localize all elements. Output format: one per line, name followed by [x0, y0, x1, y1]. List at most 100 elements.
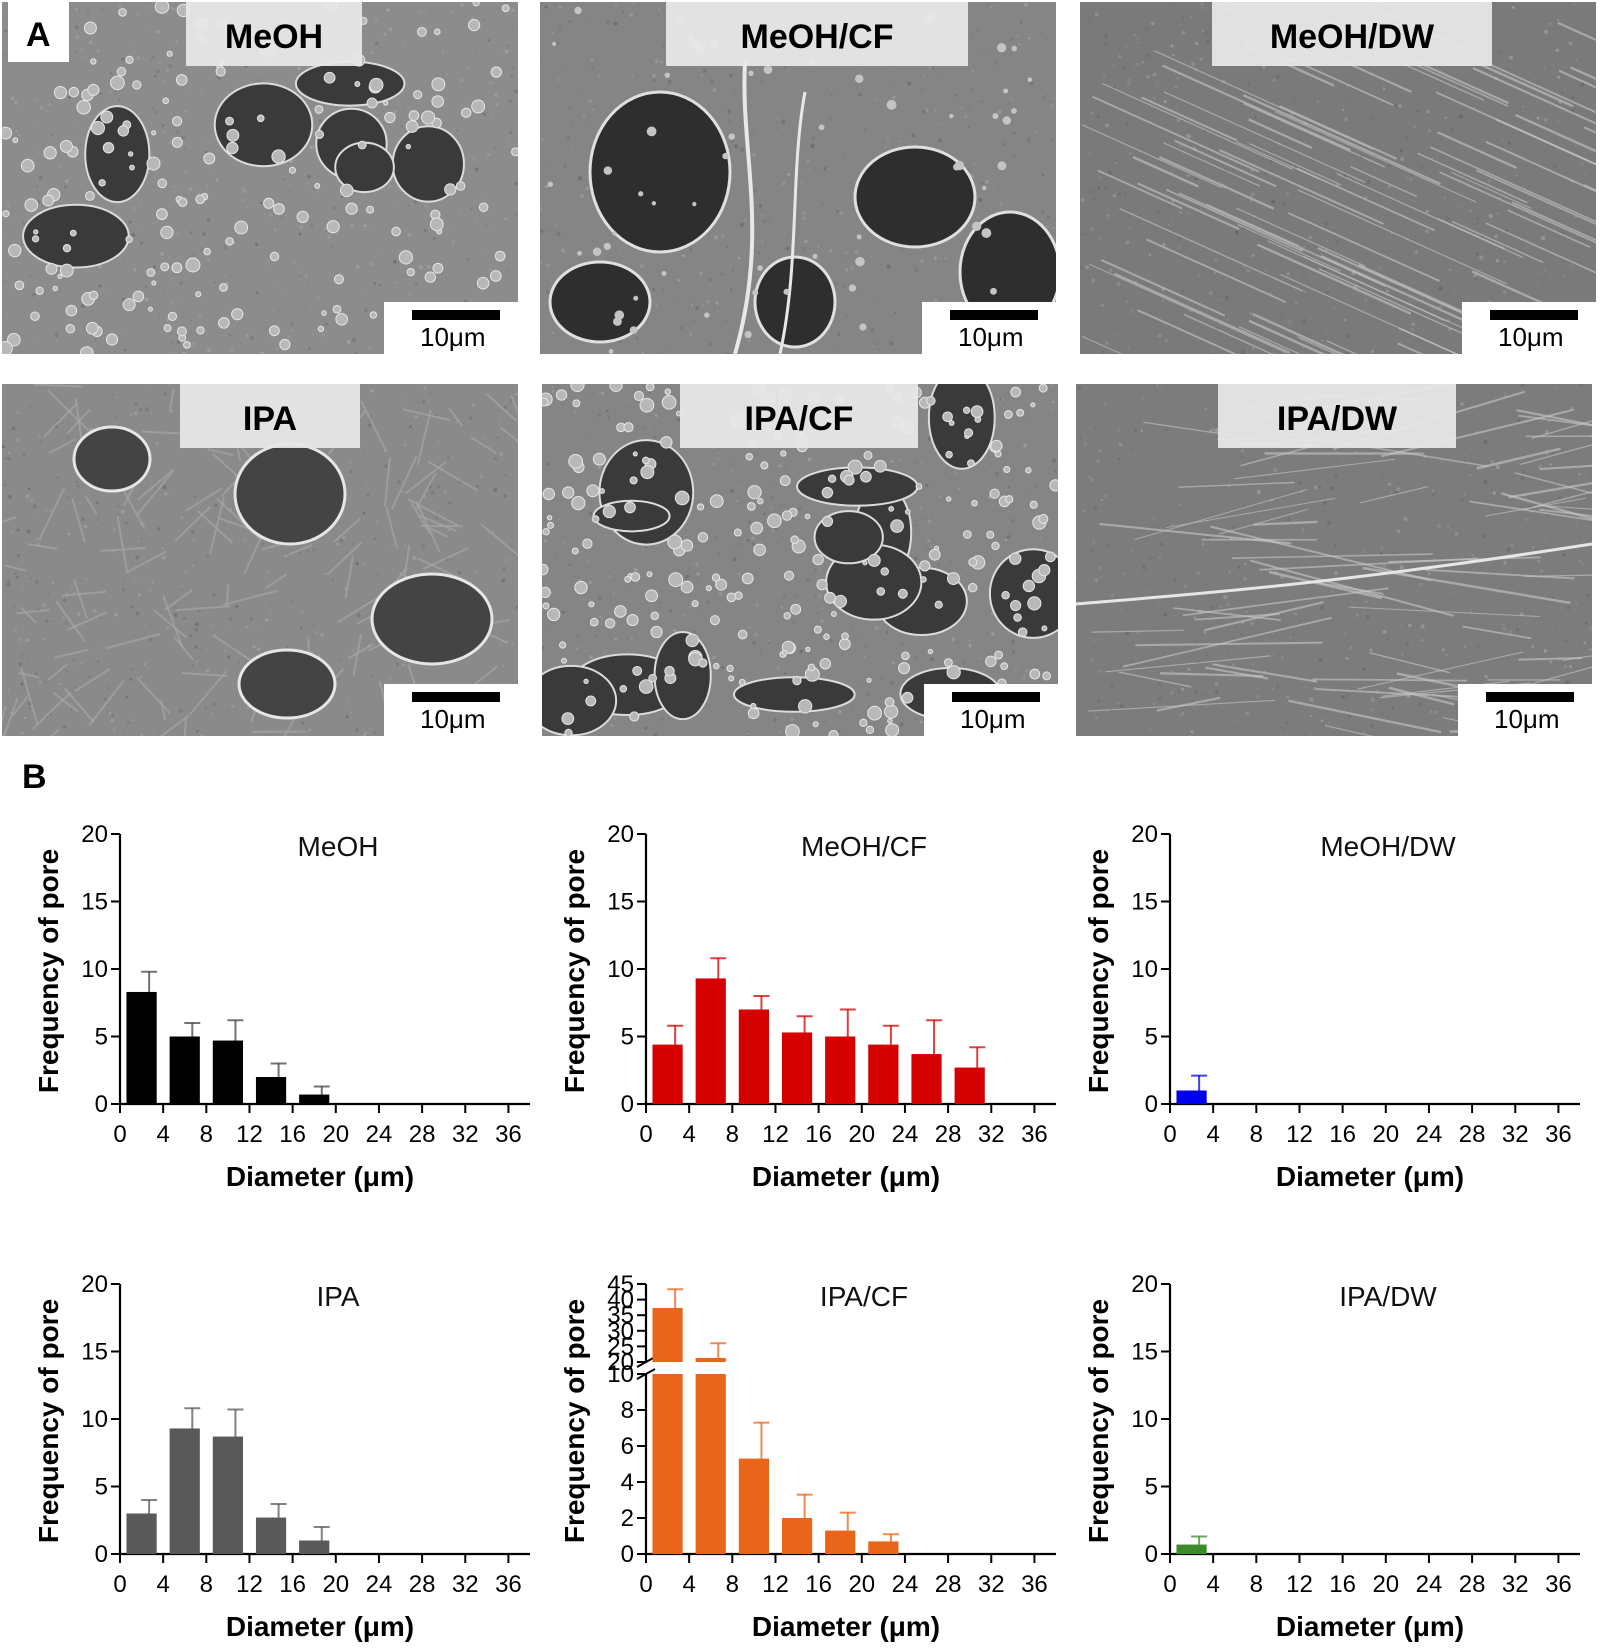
y-tick-label: 20	[81, 821, 108, 848]
y-tick-label: 0	[1145, 1541, 1158, 1568]
bar	[652, 1308, 683, 1362]
bar	[825, 1530, 856, 1554]
x-tick-label: 32	[1502, 1121, 1529, 1148]
y-axis-label: Frequency of pore	[559, 849, 590, 1093]
x-tick-label: 12	[236, 1121, 263, 1148]
y-axis-label: Frequency of pore	[1083, 1299, 1114, 1543]
y-tick-label: 10	[81, 1406, 108, 1433]
x-axis-label: Diameter (μm)	[226, 1161, 414, 1192]
sem-texture	[540, 2, 1056, 354]
x-tick-label: 16	[279, 1121, 306, 1148]
sem-label: MeOH	[186, 2, 362, 66]
x-tick-label: 8	[726, 1571, 739, 1598]
y-tick-label: 0	[95, 1541, 108, 1568]
x-tick-label: 20	[1372, 1571, 1399, 1598]
x-tick-label: 32	[1502, 1571, 1529, 1598]
bar	[738, 1009, 769, 1104]
bar	[212, 1040, 243, 1104]
scale-bar: 10μm	[924, 684, 1058, 736]
x-tick-label: 24	[1416, 1121, 1443, 1148]
bar	[868, 1044, 899, 1104]
bar	[212, 1436, 243, 1554]
scale-bar: 10μm	[384, 684, 518, 736]
y-tick-label: 10	[1131, 956, 1158, 983]
scale-bar-label: 10μm	[1494, 704, 1560, 734]
y-tick-label: 10	[1131, 1406, 1158, 1433]
y-tick-label: 0	[621, 1541, 634, 1568]
bar	[652, 1044, 683, 1104]
x-tick-label: 8	[200, 1571, 213, 1598]
y-tick-label: 20	[1131, 1271, 1158, 1298]
sem-image-meoh: MeOH 10μm	[2, 2, 518, 354]
x-tick-label: 24	[1416, 1571, 1443, 1598]
bar	[299, 1540, 330, 1554]
x-axis-label: Diameter (μm)	[226, 1611, 414, 1642]
x-tick-label: 0	[1163, 1571, 1176, 1598]
chart-1: MeOH/CF 0 4 8 12 16 20 24 28 32 36 Diameter (μm) 0 5 1…	[559, 821, 1056, 1192]
x-axis-label: Diameter (μm)	[1276, 1611, 1464, 1642]
y-axis-label: Frequency of pore	[33, 1299, 64, 1543]
y-tick-label: 10	[607, 1361, 634, 1388]
x-tick-label: 24	[366, 1121, 393, 1148]
x-tick-label: 32	[452, 1571, 479, 1598]
sem-label: MeOH/CF	[666, 2, 968, 66]
x-axis-label: Diameter (μm)	[752, 1161, 940, 1192]
sem-label: IPA/DW	[1218, 384, 1456, 448]
x-tick-label: 28	[935, 1571, 962, 1598]
bar	[868, 1541, 899, 1554]
x-axis-label: Diameter (μm)	[1276, 1161, 1464, 1192]
y-tick-label: 15	[607, 889, 634, 916]
y-tick-label: 15	[1131, 889, 1158, 916]
x-tick-label: 28	[409, 1121, 436, 1148]
y-tick-label: 15	[1131, 1339, 1158, 1366]
x-tick-label: 4	[682, 1121, 695, 1148]
x-tick-label: 12	[762, 1121, 789, 1148]
sem-texture	[2, 384, 518, 736]
y-axis-label: Frequency of pore	[33, 849, 64, 1093]
bar	[255, 1517, 287, 1554]
y-tick-label: 4	[621, 1469, 634, 1496]
x-tick-label: 16	[805, 1121, 832, 1148]
sem-image-meoh-cf: MeOH/CF 10μm	[540, 2, 1056, 354]
x-tick-label: 20	[848, 1121, 875, 1148]
bar	[738, 1458, 769, 1554]
chart-title: MeOH	[298, 831, 379, 862]
x-tick-label: 16	[1329, 1121, 1356, 1148]
x-tick-label: 8	[200, 1121, 213, 1148]
y-axis-label: Frequency of pore	[559, 1299, 590, 1543]
scale-bar-label: 10μm	[958, 322, 1024, 352]
chart-title: IPA/CF	[820, 1281, 908, 1312]
x-tick-label: 8	[726, 1121, 739, 1148]
y-tick-label: 40	[607, 1287, 634, 1314]
x-tick-label: 4	[682, 1571, 695, 1598]
x-tick-label: 20	[1372, 1121, 1399, 1148]
scale-bar: 10μm	[1458, 684, 1592, 736]
x-tick-label: 4	[1206, 1571, 1219, 1598]
bar	[126, 991, 157, 1104]
y-tick-label: 0	[95, 1091, 108, 1118]
bar	[825, 1036, 856, 1104]
bar	[954, 1067, 985, 1104]
bar	[781, 1032, 813, 1104]
x-tick-label: 20	[322, 1571, 349, 1598]
bar	[299, 1094, 330, 1104]
bar	[255, 1077, 287, 1104]
sem-texture	[1080, 2, 1596, 354]
bar	[169, 1036, 200, 1104]
x-tick-label: 8	[1250, 1121, 1263, 1148]
bar	[695, 1374, 726, 1554]
scale-bar-label: 10μm	[420, 704, 486, 734]
x-tick-label: 4	[156, 1121, 169, 1148]
panel-letter-a: A	[8, 0, 69, 62]
y-tick-label: 25	[607, 1333, 634, 1360]
x-tick-label: 12	[762, 1571, 789, 1598]
bar	[695, 1357, 726, 1362]
scale-bar-label: 10μm	[960, 704, 1026, 734]
x-tick-label: 32	[452, 1121, 479, 1148]
x-tick-label: 28	[935, 1121, 962, 1148]
x-tick-label: 28	[1459, 1571, 1486, 1598]
x-tick-label: 4	[156, 1571, 169, 1598]
y-tick-label: 35	[607, 1302, 634, 1329]
chart-title: IPA	[316, 1281, 359, 1312]
